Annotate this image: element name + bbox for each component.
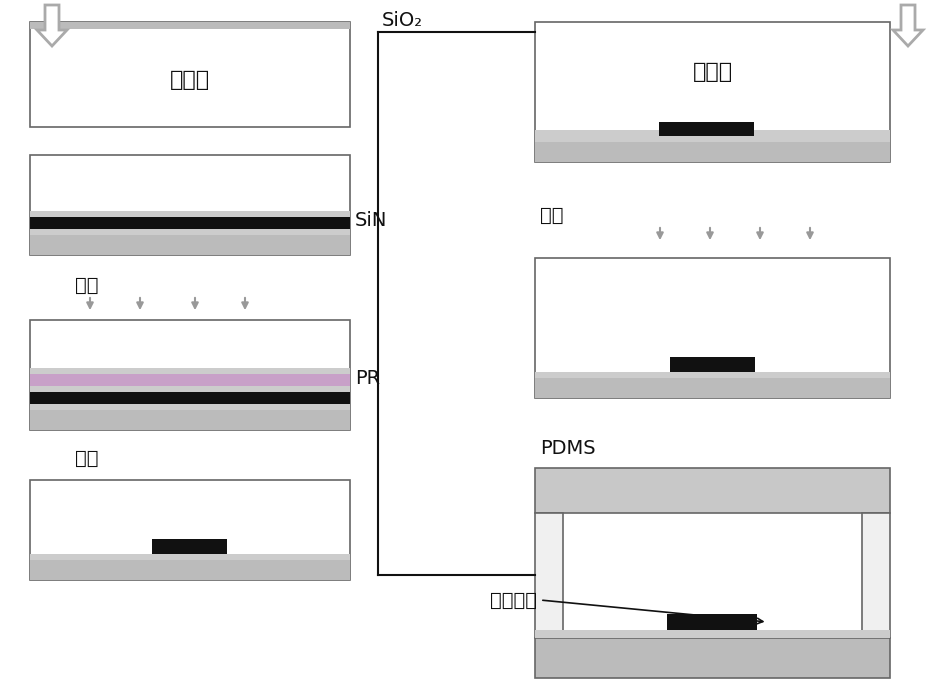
Bar: [30, 386, 350, 392]
Polygon shape: [37, 5, 67, 46]
Bar: [30, 368, 350, 374]
Bar: [660, 122, 755, 136]
Bar: [30, 554, 350, 560]
Bar: [30, 404, 350, 410]
Bar: [535, 136, 890, 142]
Text: 腑蚀: 腑蚀: [75, 448, 99, 468]
Bar: [535, 638, 890, 678]
Bar: [535, 130, 890, 136]
Bar: [30, 560, 350, 580]
Bar: [535, 468, 890, 513]
Bar: [535, 22, 890, 162]
Polygon shape: [893, 5, 923, 46]
Text: 光刻: 光刻: [75, 275, 99, 295]
Bar: [535, 513, 563, 638]
Bar: [30, 211, 350, 217]
Bar: [670, 357, 755, 372]
Bar: [862, 513, 890, 638]
Text: SiN: SiN: [355, 211, 388, 229]
Text: PR: PR: [355, 368, 380, 388]
Bar: [30, 235, 350, 255]
Text: 硅衬底: 硅衬底: [170, 70, 210, 90]
Bar: [30, 480, 350, 580]
Bar: [30, 217, 350, 229]
Text: 微流通道: 微流通道: [490, 591, 537, 610]
Bar: [30, 392, 350, 404]
Bar: [152, 539, 228, 554]
Bar: [30, 374, 350, 386]
Bar: [535, 258, 890, 398]
Bar: [30, 22, 350, 127]
Bar: [30, 229, 350, 235]
Bar: [30, 22, 350, 29]
Text: 上包层: 上包层: [693, 62, 732, 82]
Bar: [30, 410, 350, 430]
Bar: [535, 372, 890, 378]
Bar: [535, 142, 890, 162]
Text: SiO₂: SiO₂: [382, 11, 423, 30]
Text: 光刻: 光刻: [540, 206, 564, 224]
Bar: [535, 378, 890, 398]
Bar: [535, 630, 890, 638]
Bar: [30, 320, 350, 430]
Bar: [667, 614, 758, 630]
Text: PDMS: PDMS: [540, 439, 596, 457]
Bar: [30, 155, 350, 255]
